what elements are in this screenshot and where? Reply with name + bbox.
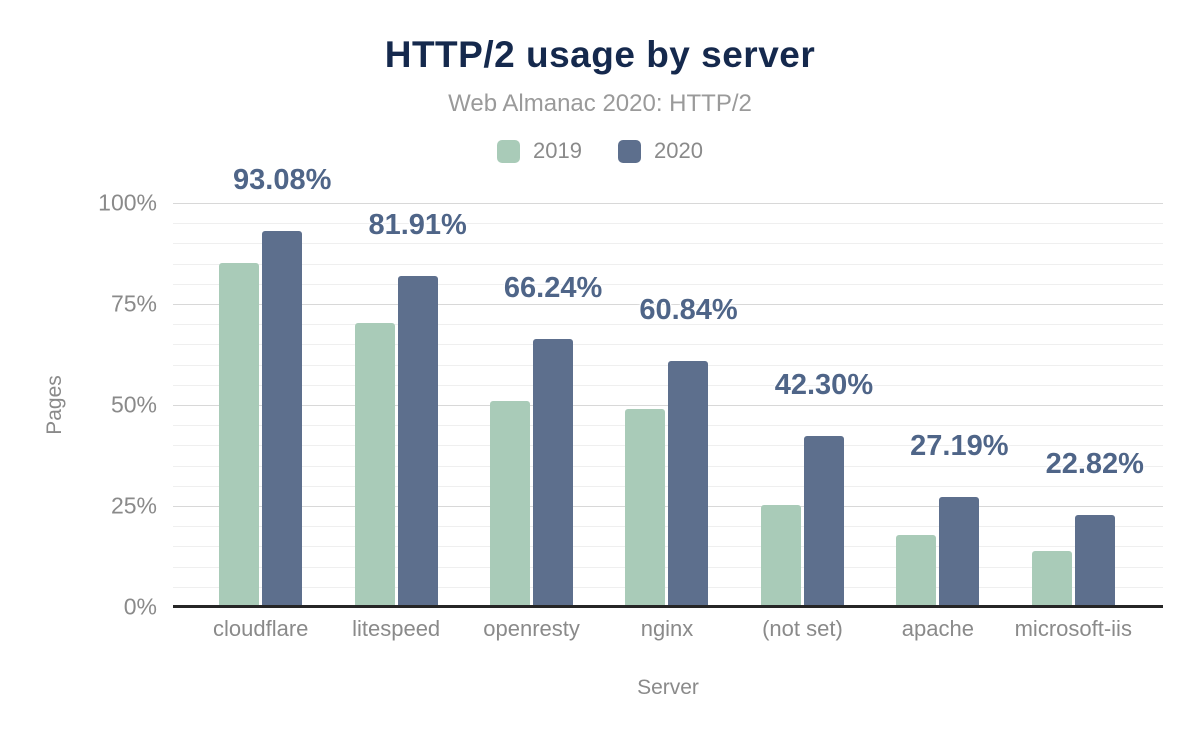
legend-swatch-2020-icon [618, 139, 641, 163]
x-tick-label: (not set) [762, 616, 843, 641]
bar-2019-microsoft-iis [1031, 550, 1072, 607]
legend-item-2019: 2019 [497, 138, 582, 164]
bar-value-label: 93.08% [233, 164, 332, 196]
gridline [173, 384, 1163, 386]
bar-2020-nginx [668, 361, 709, 607]
bar-2019-nginx [625, 409, 666, 607]
y-tick-label: 50% [110, 391, 157, 418]
x-axis-title: Server [637, 676, 699, 699]
bar-2019-litespeed [354, 323, 395, 607]
chart-title: HTTP/2 usage by server [384, 34, 816, 75]
bar-2020-microsoft-iis [1074, 514, 1115, 607]
chart-subtitle: Web Almanac 2020: HTTP/2 [448, 90, 752, 117]
x-tick-label: nginx [640, 616, 694, 641]
gridline [173, 223, 1163, 225]
gridline [173, 445, 1163, 447]
legend: 2019 2020 [0, 138, 1200, 164]
y-tick-label: 0% [123, 593, 157, 620]
bar-value-label: 42.30% [774, 369, 874, 402]
x-tick-label: cloudflare [213, 616, 309, 641]
bar-group [735, 203, 870, 607]
gridline [173, 506, 1163, 507]
bar-2020-cloudflare [262, 231, 303, 607]
bar-2019-cloudflare [219, 262, 260, 607]
bar-value-label: 27.19% [910, 430, 1009, 463]
gridline [173, 526, 1163, 528]
bar-group [1006, 203, 1141, 607]
y-tick-label: 100% [98, 189, 157, 216]
gridline [173, 344, 1163, 346]
bar-group [193, 203, 328, 607]
gridline [173, 425, 1163, 427]
legend-item-2020: 2020 [618, 138, 703, 164]
plot-area: 93.08% 81.91% 66.24% 60.84% 42.30% 27.19% 22.8… [173, 164, 1163, 608]
y-tick-label: 75% [110, 290, 157, 317]
x-tick-label: apache [901, 616, 974, 641]
gridline [173, 485, 1163, 487]
gridline [173, 546, 1163, 548]
legend-label-2019: 2019 [533, 138, 582, 163]
gridline [173, 263, 1163, 265]
bar-group [328, 203, 463, 607]
gridline [173, 586, 1163, 588]
gridline [173, 405, 1163, 406]
gridline [173, 364, 1163, 366]
gridline [173, 324, 1163, 326]
bar-2019-openresty [490, 401, 531, 607]
bar-2020-openresty [533, 339, 574, 607]
bars-area [193, 203, 1141, 607]
bar-value-label: 81.91% [368, 209, 467, 242]
bar-value-label: 22.82% [1045, 447, 1144, 480]
bar-group [870, 203, 1005, 607]
bar-group [599, 203, 734, 607]
x-axis-line [173, 605, 1163, 608]
legend-label-2020: 2020 [654, 138, 703, 163]
legend-swatch-2019-icon [497, 139, 521, 163]
bar-group [464, 203, 599, 607]
bar-value-label: 66.24% [503, 272, 603, 305]
bar-2020-(not set) [803, 436, 844, 607]
gridline [173, 566, 1163, 568]
gridline [173, 203, 1163, 204]
y-tick-label: 25% [110, 492, 157, 519]
bar-2019-(not set) [760, 504, 801, 607]
gridline [173, 283, 1163, 285]
gridline [173, 465, 1163, 467]
bar-2019-apache [896, 534, 937, 607]
gridline [173, 243, 1163, 245]
gridline [173, 304, 1163, 305]
bar-value-label: 60.84% [639, 294, 738, 327]
x-tick-label: microsoft-iis [1014, 616, 1132, 641]
x-tick-label: openresty [483, 616, 580, 641]
bar-2020-litespeed [397, 276, 438, 607]
bar-2020-apache [939, 497, 980, 607]
x-tick-label: litespeed [352, 616, 441, 641]
